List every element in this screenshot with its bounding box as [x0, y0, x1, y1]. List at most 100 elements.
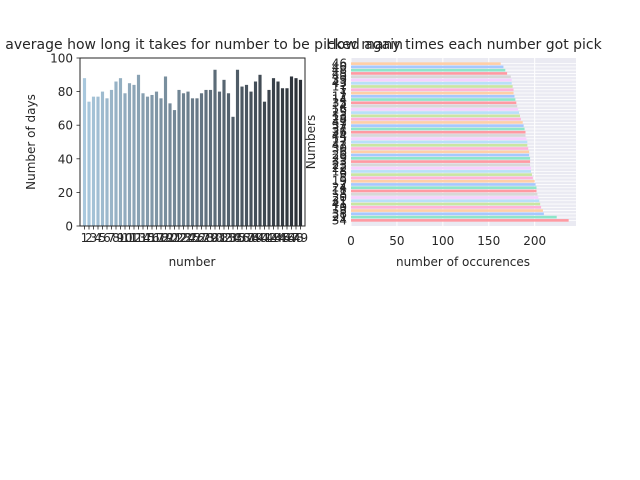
- left-bar-20: [168, 103, 172, 226]
- left-bar-45: [280, 88, 285, 227]
- right-ytick-label: 32: [332, 119, 347, 133]
- left-ylabel: Number of days: [24, 94, 38, 190]
- right-ytick-label: 8: [339, 187, 347, 201]
- left-xtick-label: 47: [284, 231, 299, 245]
- right-bar-6: [351, 150, 530, 154]
- left-xtick-label: 36: [234, 231, 249, 245]
- right-ytick-label: 47: [332, 115, 347, 129]
- left-xtick-label: 23: [176, 231, 191, 245]
- left-xtick-label: 4: [94, 231, 102, 245]
- right-ytick-label: 18: [332, 164, 347, 178]
- left-bar-13: [136, 74, 141, 226]
- left-bar-11: [127, 83, 132, 226]
- right-ytick-label: 38: [332, 207, 347, 221]
- right-xtick-label: 150: [477, 234, 500, 248]
- left-bar-32: [222, 79, 226, 226]
- left-ytick-label: 100: [50, 52, 73, 66]
- right-ytick-label: 34: [332, 213, 347, 227]
- right-ytick-label: 10: [332, 200, 347, 214]
- right-ytick-label: 27: [332, 135, 347, 149]
- left-xtick-label: 43: [266, 231, 281, 245]
- left-xtick-label: 32: [216, 231, 231, 245]
- left-xtick-label: 37: [239, 231, 254, 245]
- right-ytick-label: 16: [332, 102, 347, 116]
- left-xtick-label: 45: [275, 231, 290, 245]
- right-bar-40: [351, 65, 504, 69]
- left-xtick-label: 9: [117, 231, 125, 245]
- left-ytick-label: 80: [58, 85, 73, 99]
- right-ytick-label: 30: [332, 142, 347, 156]
- left-bar-10: [123, 93, 127, 226]
- right-bar-27: [351, 140, 528, 144]
- left-xtick-label: 8: [112, 231, 120, 245]
- right-ytick-label: 7: [339, 86, 347, 100]
- right-ytick-label: 11: [332, 184, 347, 198]
- right-bar-20: [351, 196, 539, 199]
- right-ytick-label: 39: [332, 73, 347, 87]
- left-xtick-label: 2: [85, 231, 93, 245]
- right-bar-30: [351, 147, 529, 150]
- right-ytick-label: 15: [332, 132, 347, 146]
- left-bar-9: [118, 78, 123, 226]
- right-ytick-label: 1: [339, 83, 347, 97]
- right-bar-16: [351, 108, 519, 111]
- left-xtick-label: 13: [131, 231, 146, 245]
- right-ytick-label: 42: [332, 138, 347, 152]
- right-ytick-label: 36: [332, 125, 347, 139]
- left-bar-23: [181, 93, 186, 226]
- left-bar-8: [114, 81, 118, 227]
- right-bar-7: [351, 91, 514, 95]
- left-bar-14: [141, 93, 145, 226]
- left-bar-49: [298, 79, 303, 226]
- right-ytick-label: 45: [332, 66, 347, 80]
- right-bar-12: [351, 94, 515, 98]
- right-ytick-label: 49: [332, 70, 347, 84]
- left-bar-7: [109, 89, 114, 226]
- right-ytick-label: 6: [339, 145, 347, 159]
- right-bar-1: [351, 88, 514, 92]
- right-ytick-label: 28: [332, 112, 347, 126]
- left-bar-48: [294, 78, 298, 226]
- left-chart: On average how long it takes for number …: [0, 37, 403, 269]
- right-bar-38: [351, 212, 544, 216]
- left-bar-17: [154, 91, 159, 226]
- left-xtick-label: 10: [117, 231, 132, 245]
- left-xtick-label: 40: [252, 231, 267, 245]
- left-bar-38: [249, 91, 253, 226]
- right-ytick-label: 2: [339, 177, 347, 191]
- right-bar-22: [351, 166, 531, 170]
- left-xtick-label: 12: [126, 231, 141, 245]
- left-xtick-label: 26: [189, 231, 204, 245]
- left-bar-27: [199, 93, 204, 226]
- left-xtick-label: 34: [225, 231, 240, 245]
- left-bar-42: [267, 89, 271, 226]
- left-xtick-label: 28: [198, 231, 213, 245]
- right-bar-41: [351, 202, 541, 206]
- right-bar-19: [351, 179, 535, 183]
- left-plot-frame: [79, 57, 306, 227]
- left-ytick-label: 40: [58, 152, 73, 166]
- left-xtick-label: 17: [149, 231, 164, 245]
- right-bar-25: [351, 111, 520, 114]
- left-bar-44: [276, 81, 280, 227]
- left-xtick-label: 44: [270, 231, 285, 245]
- left-xtick-label: 20: [162, 231, 177, 245]
- right-ytick-label: 5: [339, 171, 347, 185]
- right-bar-5: [351, 176, 533, 180]
- right-ytick-label: 21: [332, 210, 347, 224]
- left-bar-12: [132, 84, 136, 226]
- right-xtick-label: 0: [347, 234, 355, 248]
- right-bar-35: [351, 101, 517, 105]
- left-bar-15: [145, 96, 150, 226]
- right-bar-3: [351, 209, 543, 212]
- left-xtick-label: 21: [167, 231, 182, 245]
- left-xtick-label: 39: [248, 231, 263, 245]
- right-ytick-label: 31: [332, 194, 347, 208]
- left-bar-26: [195, 98, 199, 226]
- left-xtick-label: 33: [221, 231, 236, 245]
- right-xtick-label: 100: [431, 234, 454, 248]
- left-bar-41: [262, 101, 267, 226]
- right-bar-24: [351, 186, 537, 190]
- left-xtick-label: 18: [153, 231, 168, 245]
